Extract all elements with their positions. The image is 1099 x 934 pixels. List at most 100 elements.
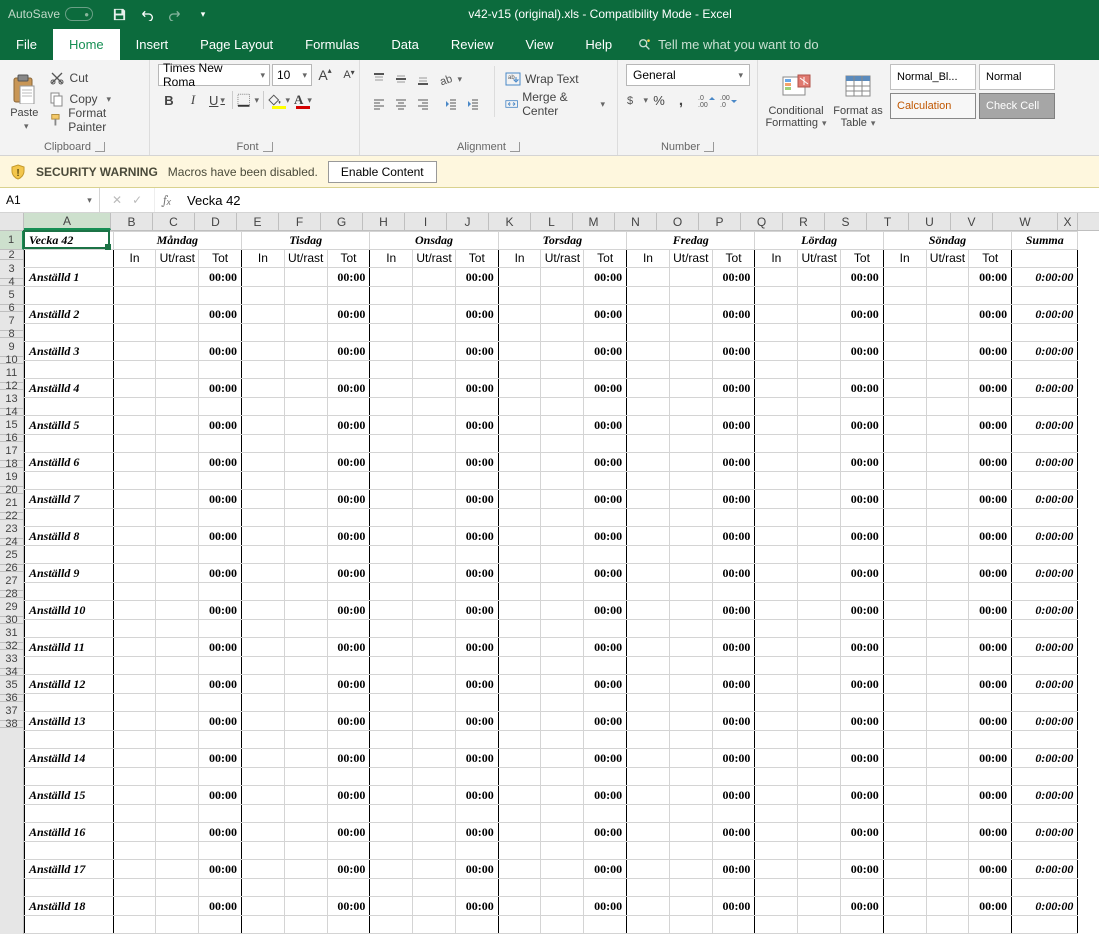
time-in-cell[interactable] — [370, 823, 413, 842]
time-total-cell[interactable]: 00:00 — [327, 823, 370, 842]
employee-name-cell[interactable]: Anställd 3 — [25, 342, 114, 361]
time-out-cell[interactable] — [413, 305, 456, 324]
alignment-dialog-launcher[interactable] — [510, 142, 520, 152]
tab-home[interactable]: Home — [53, 29, 120, 60]
time-total-cell[interactable]: 00:00 — [584, 749, 627, 768]
align-left-button[interactable] — [368, 93, 390, 115]
time-in-cell[interactable] — [370, 749, 413, 768]
style-normal[interactable]: Normal — [979, 64, 1055, 90]
time-out-cell[interactable] — [541, 897, 584, 916]
time-total-cell[interactable]: 00:00 — [969, 379, 1012, 398]
time-out-cell[interactable] — [541, 305, 584, 324]
sub-header-cell[interactable]: In — [755, 250, 798, 268]
increase-indent-button[interactable] — [462, 93, 484, 115]
time-in-cell[interactable] — [113, 897, 156, 916]
column-header[interactable]: R — [783, 213, 825, 230]
time-out-cell[interactable] — [413, 416, 456, 435]
time-total-cell[interactable]: 00:00 — [969, 527, 1012, 546]
time-out-cell[interactable] — [926, 490, 969, 509]
time-out-cell[interactable] — [669, 379, 712, 398]
time-out-cell[interactable] — [669, 564, 712, 583]
time-in-cell[interactable] — [498, 601, 541, 620]
time-total-cell[interactable]: 00:00 — [327, 601, 370, 620]
row-header[interactable]: 2 — [0, 250, 23, 260]
time-out-cell[interactable] — [669, 786, 712, 805]
time-in-cell[interactable] — [370, 860, 413, 879]
sum-cell[interactable]: 0:00:00 — [1012, 601, 1078, 620]
time-in-cell[interactable] — [113, 379, 156, 398]
style-normal-bl[interactable]: Normal_Bl... — [890, 64, 976, 90]
time-total-cell[interactable]: 00:00 — [455, 342, 498, 361]
time-out-cell[interactable] — [669, 305, 712, 324]
time-total-cell[interactable]: 00:00 — [199, 897, 242, 916]
day-header-cell[interactable]: Torsdag — [498, 232, 626, 250]
column-header[interactable]: M — [573, 213, 615, 230]
time-out-cell[interactable] — [284, 897, 327, 916]
day-header-cell[interactable]: Söndag — [883, 232, 1011, 250]
time-in-cell[interactable] — [755, 416, 798, 435]
time-in-cell[interactable] — [242, 749, 285, 768]
sum-cell[interactable]: 0:00:00 — [1012, 749, 1078, 768]
time-in-cell[interactable] — [370, 453, 413, 472]
sub-header-cell[interactable]: Ut/rast — [669, 250, 712, 268]
name-box-dropdown-icon[interactable]: ▾ — [80, 195, 99, 206]
time-out-cell[interactable] — [798, 749, 841, 768]
sub-header-cell[interactable]: Tot — [199, 250, 242, 268]
time-total-cell[interactable]: 00:00 — [327, 749, 370, 768]
sub-header-cell[interactable]: In — [498, 250, 541, 268]
column-header[interactable]: K — [489, 213, 531, 230]
time-out-cell[interactable] — [669, 823, 712, 842]
time-in-cell[interactable] — [370, 897, 413, 916]
time-in-cell[interactable] — [883, 564, 926, 583]
borders-button[interactable]: ▾ — [237, 89, 259, 111]
time-in-cell[interactable] — [498, 342, 541, 361]
time-out-cell[interactable] — [413, 601, 456, 620]
time-out-cell[interactable] — [541, 823, 584, 842]
tab-help[interactable]: Help — [569, 29, 628, 60]
accounting-format-button[interactable]: $▾ — [626, 89, 648, 111]
align-center-button[interactable] — [390, 93, 412, 115]
time-total-cell[interactable]: 00:00 — [455, 379, 498, 398]
time-total-cell[interactable]: 00:00 — [841, 675, 884, 694]
time-in-cell[interactable] — [370, 675, 413, 694]
time-out-cell[interactable] — [669, 453, 712, 472]
sub-header-cell[interactable]: Ut/rast — [413, 250, 456, 268]
time-in-cell[interactable] — [627, 268, 670, 287]
time-out-cell[interactable] — [798, 527, 841, 546]
time-out-cell[interactable] — [541, 860, 584, 879]
time-out-cell[interactable] — [926, 564, 969, 583]
time-out-cell[interactable] — [156, 416, 199, 435]
time-total-cell[interactable]: 00:00 — [199, 786, 242, 805]
time-in-cell[interactable] — [242, 527, 285, 546]
employee-name-cell[interactable]: Anställd 14 — [25, 749, 114, 768]
time-out-cell[interactable] — [541, 601, 584, 620]
row-header[interactable]: 16 — [0, 435, 23, 442]
time-out-cell[interactable] — [156, 564, 199, 583]
time-in-cell[interactable] — [755, 601, 798, 620]
employee-name-cell[interactable]: Anställd 6 — [25, 453, 114, 472]
time-total-cell[interactable]: 00:00 — [841, 379, 884, 398]
font-color-button[interactable]: A▾ — [292, 89, 314, 111]
time-in-cell[interactable] — [370, 490, 413, 509]
time-total-cell[interactable]: 00:00 — [969, 823, 1012, 842]
time-total-cell[interactable]: 00:00 — [969, 416, 1012, 435]
time-in-cell[interactable] — [113, 416, 156, 435]
time-total-cell[interactable]: 00:00 — [455, 897, 498, 916]
sub-header-cell[interactable]: In — [627, 250, 670, 268]
sub-header-cell[interactable]: Ut/rast — [926, 250, 969, 268]
time-total-cell[interactable]: 00:00 — [199, 712, 242, 731]
time-total-cell[interactable]: 00:00 — [327, 379, 370, 398]
time-total-cell[interactable]: 00:00 — [455, 638, 498, 657]
time-total-cell[interactable]: 00:00 — [712, 860, 755, 879]
time-out-cell[interactable] — [284, 527, 327, 546]
time-in-cell[interactable] — [113, 601, 156, 620]
time-out-cell[interactable] — [798, 342, 841, 361]
time-total-cell[interactable]: 00:00 — [712, 675, 755, 694]
column-header[interactable]: B — [111, 213, 153, 230]
fill-color-button[interactable]: ▾ — [268, 89, 290, 111]
time-total-cell[interactable]: 00:00 — [327, 453, 370, 472]
sum-cell[interactable]: 0:00:00 — [1012, 675, 1078, 694]
merge-center-button[interactable]: Merge & Center▾ — [501, 93, 609, 115]
time-total-cell[interactable]: 00:00 — [455, 564, 498, 583]
time-in-cell[interactable] — [627, 712, 670, 731]
